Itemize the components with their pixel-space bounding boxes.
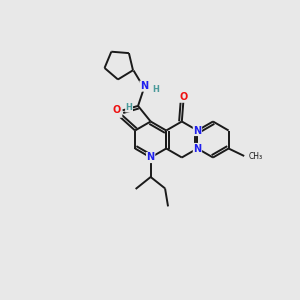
Text: N: N [147, 152, 155, 163]
Text: N: N [140, 81, 148, 91]
Text: N: N [193, 125, 202, 136]
Text: H: H [126, 103, 133, 112]
Text: N: N [193, 143, 202, 154]
Text: CH₃: CH₃ [249, 152, 263, 160]
Text: O: O [113, 105, 121, 116]
Text: O: O [179, 92, 188, 102]
Text: N: N [114, 107, 122, 117]
Text: H: H [152, 85, 159, 94]
